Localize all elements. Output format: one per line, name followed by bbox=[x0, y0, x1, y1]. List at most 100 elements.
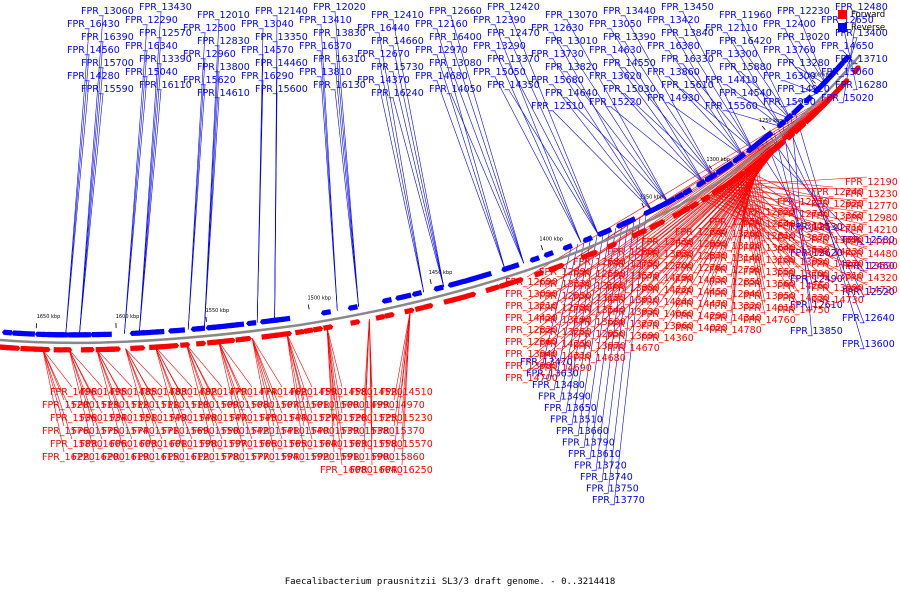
reverse-leader-line bbox=[784, 54, 818, 94]
reverse-gene-label: FPR_14460 bbox=[255, 58, 308, 69]
forward-gene-label: FPR_12890 bbox=[539, 267, 592, 278]
forward-gene-label: FPR_15770 bbox=[222, 452, 275, 463]
forward-leader-line bbox=[155, 346, 193, 440]
forward-leader-line bbox=[125, 348, 155, 427]
reverse-gene-label: FPR_13740 bbox=[580, 472, 633, 483]
scale-tick bbox=[540, 245, 544, 251]
forward-leader-line bbox=[155, 346, 193, 388]
forward-gene-label: FPR_14590 bbox=[290, 387, 343, 398]
forward-leader-line bbox=[526, 96, 829, 290]
scale-tick-label: 1400 kbp bbox=[539, 237, 563, 243]
forward-gene-arrow bbox=[281, 330, 292, 338]
forward-gene-label: FPR_12320 bbox=[743, 207, 796, 218]
legend-forward-label: Forward bbox=[851, 9, 886, 20]
reverse-gene-arrow bbox=[841, 54, 851, 64]
forward-gene-label: FPR_13180 bbox=[743, 255, 796, 266]
reverse-gene-label: FPR_16330 bbox=[661, 54, 714, 65]
reverse-gene-arrow bbox=[259, 318, 271, 325]
forward-gene-arrow bbox=[53, 347, 64, 353]
forward-gene-label: FPR_12980 bbox=[845, 213, 898, 224]
forward-gene-label: FPR_15690 bbox=[162, 426, 215, 437]
reverse-leader-line bbox=[740, 45, 791, 119]
reverse-gene-label: FPR_15620 bbox=[183, 75, 236, 86]
reverse-gene-arrow bbox=[562, 243, 573, 251]
reverse-gene-label: FPR_12010 bbox=[197, 10, 250, 21]
reverse-gene-label: FPR_13720 bbox=[574, 461, 627, 472]
forward-gene-label: FPR_13330 bbox=[539, 279, 592, 290]
reverse-gene-arrows bbox=[1, 54, 851, 338]
reverse-gene-label: FPR_13010 bbox=[545, 36, 598, 47]
forward-gene-arrow bbox=[735, 171, 746, 180]
reverse-leader-line bbox=[392, 45, 445, 288]
reverse-gene-label: FPR_16370 bbox=[299, 41, 352, 52]
reverse-leader-line bbox=[79, 67, 104, 335]
forward-gene-label: FPR_13310 bbox=[811, 271, 864, 282]
reverse-gene-arrow bbox=[154, 328, 165, 335]
forward-leader-line bbox=[628, 138, 786, 332]
forward-gene-label: FPR_14720 bbox=[845, 285, 898, 296]
reverse-swatch bbox=[838, 23, 847, 32]
forward-gene-label: FPR_14740 bbox=[230, 387, 283, 398]
forward-gene-label: FPR_14820 bbox=[170, 387, 223, 398]
forward-gene-label: FPR_14620 bbox=[260, 387, 313, 398]
forward-gene-label: FPR_13320 bbox=[709, 301, 762, 312]
forward-gene-label: FPR_14440 bbox=[845, 237, 898, 248]
reverse-gene-label: FPR_14350 bbox=[487, 80, 540, 91]
reverse-leader-line bbox=[494, 76, 582, 243]
forward-gene-label: FPR_14510 bbox=[380, 387, 433, 398]
forward-gene-label: FPR_15500 bbox=[192, 426, 245, 437]
reverse-leader-line bbox=[610, 106, 705, 184]
reverse-gene-label: FPR_13830 bbox=[313, 28, 366, 39]
reverse-gene-arrow bbox=[101, 331, 112, 338]
forward-leader-line bbox=[251, 338, 275, 427]
reverse-gene-label: FPR_14660 bbox=[371, 36, 424, 47]
forward-gene-label: FPR_13880 bbox=[607, 283, 660, 294]
reverse-gene-label: FPR_13480 bbox=[532, 380, 585, 391]
forward-gene-label: FPR_15010 bbox=[282, 400, 335, 411]
reverse-leader-line bbox=[577, 230, 610, 437]
forward-gene-label: FPR_14950 bbox=[80, 387, 133, 398]
reverse-leader-line bbox=[566, 71, 669, 204]
forward-gene-label: FPR_14240 bbox=[641, 297, 694, 308]
forward-gene-label: FPR_14990 bbox=[342, 400, 395, 411]
forward-leader-line bbox=[125, 348, 163, 440]
scale-tick-label: 1650 kbp bbox=[37, 314, 61, 320]
forward-leader-line bbox=[662, 149, 773, 334]
reverse-leader-line bbox=[274, 93, 278, 321]
map-caption: Faecalibacterium prausnitzii SL3/3 draft… bbox=[284, 577, 616, 587]
forward-gene-arrow bbox=[688, 201, 699, 210]
reverse-gene-label: FPR_12530 bbox=[790, 222, 843, 233]
reverse-gene-label: FPR_16430 bbox=[67, 19, 120, 30]
reverse-leader-line bbox=[139, 37, 162, 334]
reverse-gene-label: FPR_13620 bbox=[589, 71, 642, 82]
forward-leader-line bbox=[729, 181, 800, 282]
forward-leader-line bbox=[155, 347, 185, 453]
forward-leader-line bbox=[96, 349, 133, 414]
scale-tick-label: 1500 kbp bbox=[308, 296, 332, 302]
forward-leader-line bbox=[251, 338, 283, 440]
reverse-gene-label: FPR_12230 bbox=[777, 6, 830, 17]
forward-gene-label: FPR_13640 bbox=[743, 243, 796, 254]
forward-leader-line bbox=[42, 349, 73, 388]
forward-leader-line bbox=[186, 344, 215, 427]
reverse-gene-label: FPR_14610 bbox=[197, 88, 250, 99]
reverse-gene-label: FPR_12670 bbox=[357, 49, 410, 60]
forward-gene-label: FPR_15470 bbox=[200, 413, 253, 424]
forward-gene-label: FPR_13970 bbox=[573, 341, 626, 352]
reverse-leader-line bbox=[508, 89, 599, 236]
forward-leader-line bbox=[286, 333, 305, 453]
reverse-leader-line bbox=[726, 58, 782, 127]
forward-gene-arrow bbox=[700, 194, 711, 203]
reverse-leader-line bbox=[552, 84, 653, 212]
forward-gene-label: FPR_14580 bbox=[320, 387, 373, 398]
forward-gene-label: FPR_13980 bbox=[505, 361, 558, 372]
forward-gene-label: FPR_12940 bbox=[709, 289, 762, 300]
reverse-leader-line bbox=[392, 71, 445, 288]
forward-leader-line bbox=[709, 194, 868, 250]
forward-gene-label: FPR_12750 bbox=[607, 259, 660, 270]
forward-gene-label: FPR_15980 bbox=[170, 439, 223, 450]
forward-gene-label: FPR_15130 bbox=[72, 400, 125, 411]
reverse-leader-line bbox=[668, 102, 744, 157]
scale-tick-label: 1200 kbp bbox=[808, 72, 832, 78]
